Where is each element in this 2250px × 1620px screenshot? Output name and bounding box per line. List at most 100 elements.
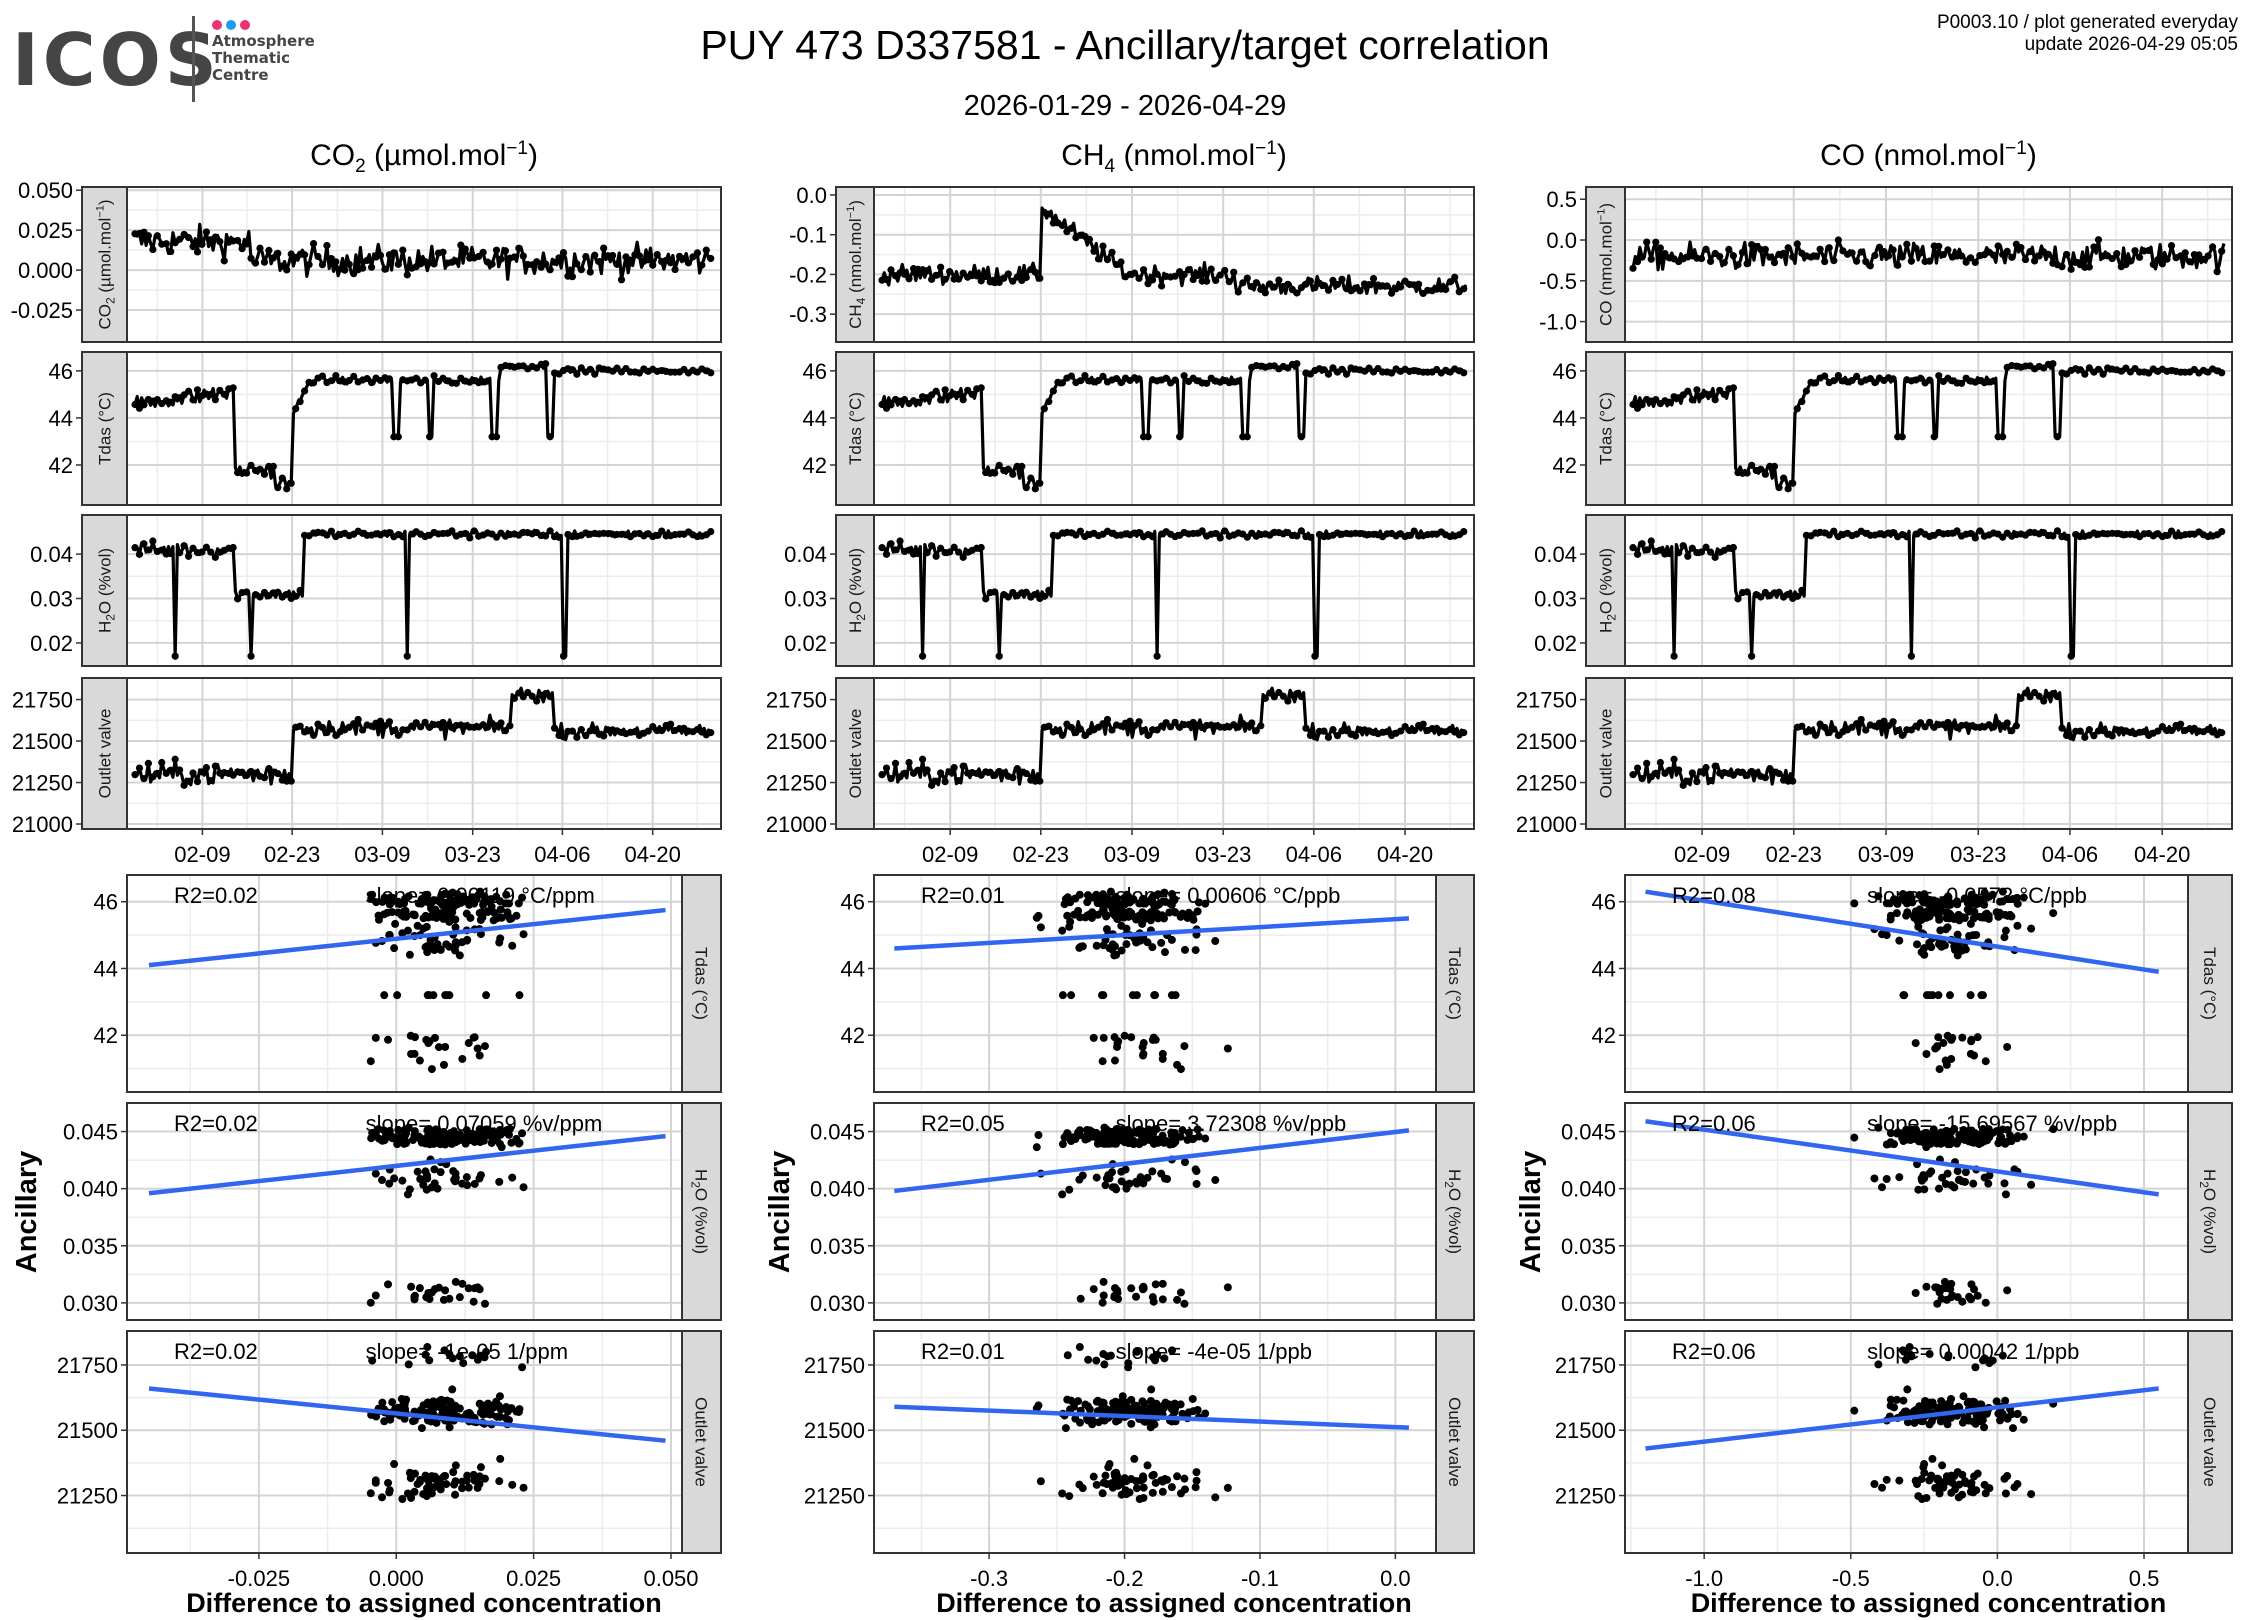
data-point [649,261,657,269]
data-point [1972,1486,1981,1495]
data-point [1168,1346,1177,1355]
data-point [1920,1185,1929,1194]
data-point [1351,732,1360,740]
data-point [430,372,438,380]
data-point [403,1489,412,1498]
data-point [473,1483,482,1492]
data-point [390,1460,399,1469]
data-point [1903,1385,1912,1394]
data-point [1148,1167,1157,1176]
data-point [1446,278,1454,286]
data-point [1178,1126,1187,1135]
data-point [1180,1485,1189,1494]
data-point [1702,764,1710,772]
data-point [1145,1404,1154,1413]
data-point [1798,586,1806,594]
data-point [458,1484,467,1493]
data-point [1729,543,1738,552]
data-point [1132,1177,1141,1186]
data-point [256,244,264,252]
data-point [991,469,999,477]
data-point [1160,1174,1169,1183]
data-point [1153,652,1161,660]
data-point [1004,593,1012,601]
data-point [135,550,144,558]
correlation-column-0: 46 44 42 R2=0.02 slope= 0.00119 °C/ppm Tdas (… [11,874,722,1618]
y-tick-label: 46 [1592,890,1616,915]
data-point [247,652,255,660]
y-tick-label: 0.0 [796,183,827,208]
data-point [1132,1484,1141,1493]
data-point [2177,720,2185,728]
data-point [515,244,523,252]
data-point [1126,717,1134,725]
facet-strip [835,186,875,343]
data-point [274,588,282,596]
data-point [398,1176,407,1185]
data-point [2081,733,2089,741]
data-point [1937,1294,1946,1303]
data-point [269,254,277,262]
data-point [1180,372,1188,380]
data-point [1324,733,1333,741]
x-tick-label: -0.025 [228,1566,290,1591]
y-tick-label: 0.030 [1561,1291,1616,1316]
data-point [469,1033,478,1042]
data-point [476,1171,485,1180]
data-point [452,379,460,387]
data-point [1230,268,1238,276]
data-point [283,266,291,274]
data-point [464,1284,473,1293]
data-point [977,543,985,552]
y-tick-label: 0.040 [810,1177,865,1202]
data-point [555,533,563,541]
data-point [582,252,590,261]
data-point [1160,948,1169,957]
data-point [1925,991,1934,1000]
data-point [371,1291,380,1300]
data-point [153,232,161,240]
data-point [542,532,550,540]
slope-label: slope= -1e-05 1/ppm [366,1339,568,1364]
data-point [1180,1158,1189,1167]
data-point [427,1065,436,1074]
data-point [399,533,407,541]
data-point [1103,715,1112,724]
data-point [1898,731,1906,739]
timeseries-panel: 0.050 0.025 0.000 -0.025 CO2 (µmol.mol−1) [11,178,722,343]
data-point [1036,479,1044,487]
data-point [1092,1173,1101,1182]
strip-label: Outlet valve [1445,1397,1464,1487]
panel-background [127,1331,682,1553]
data-point [1706,548,1715,556]
data-point [1100,1360,1109,1369]
data-point [1889,375,1897,383]
data-point [1410,527,1418,535]
data-point [1074,906,1083,915]
data-point [1451,273,1459,281]
data-point [1953,1293,1962,1302]
data-point [1941,925,1950,934]
y-tick-label: 46 [803,359,827,384]
data-point [424,913,433,922]
data-point [385,1179,394,1188]
data-point [1125,1179,1134,1188]
data-point [479,1127,488,1136]
data-point [495,1125,504,1134]
data-point [1132,938,1141,947]
data-point [1916,374,1925,382]
y-tick-label: 0.03 [30,586,73,611]
data-point [2053,527,2062,535]
y-tick-label: 21250 [804,1484,865,1509]
data-point [465,900,474,909]
data-point [568,366,577,374]
data-point [423,1343,432,1352]
data-point [211,396,219,404]
y-tick-label: 21750 [1516,688,1577,713]
data-point [2090,732,2098,740]
data-point [2044,250,2052,258]
data-point [1866,262,1874,270]
data-point [1252,727,1260,735]
data-point [1903,240,1911,248]
data-point [1311,733,1319,741]
